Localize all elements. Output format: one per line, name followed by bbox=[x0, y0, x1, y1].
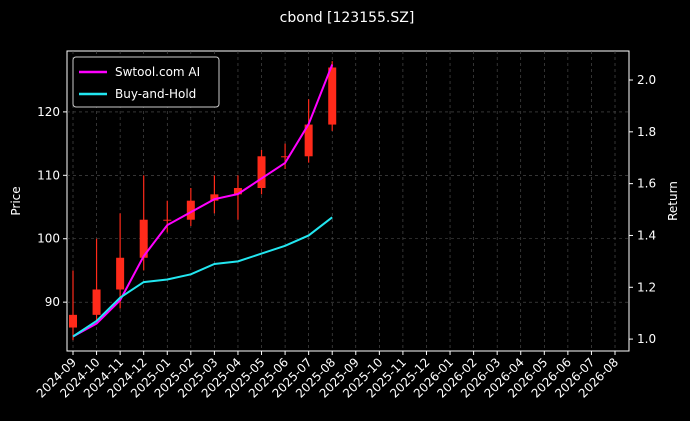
y2-tick-label: 1.4 bbox=[637, 228, 656, 242]
y2-tick-label: 1.0 bbox=[637, 332, 656, 346]
candle-body bbox=[233, 187, 242, 195]
y2-tick-label: 1.2 bbox=[637, 280, 656, 294]
return-line bbox=[72, 64, 334, 338]
candle-body bbox=[92, 289, 101, 315]
y2-tick-label: 2.0 bbox=[637, 73, 656, 87]
legend-label: Swtool.com AI bbox=[115, 65, 200, 79]
candle-body bbox=[116, 257, 125, 290]
y-axis-label: Price bbox=[9, 186, 23, 215]
candle-body bbox=[163, 219, 172, 221]
y-tick-label: 120 bbox=[37, 105, 60, 119]
candle-body bbox=[281, 156, 290, 158]
candle-body bbox=[210, 194, 219, 201]
y2-axis-label: Return bbox=[666, 181, 680, 221]
y-tick-label: 100 bbox=[37, 232, 60, 246]
candle-body bbox=[139, 219, 148, 258]
y-tick-label: 90 bbox=[45, 295, 60, 309]
return-line bbox=[72, 216, 333, 338]
legend-label: Buy-and-Hold bbox=[115, 87, 196, 101]
y2-tick-label: 1.8 bbox=[637, 125, 656, 139]
candle-body bbox=[69, 314, 77, 328]
candle-body bbox=[304, 124, 313, 157]
chart-title: cbond [123155.SZ] bbox=[280, 10, 415, 26]
candle-body bbox=[186, 200, 195, 220]
y2-tick-label: 1.6 bbox=[637, 177, 656, 191]
candle-body bbox=[328, 67, 337, 125]
y-tick-label: 110 bbox=[37, 168, 60, 182]
legend-box bbox=[72, 56, 220, 108]
candle-body bbox=[257, 156, 266, 188]
